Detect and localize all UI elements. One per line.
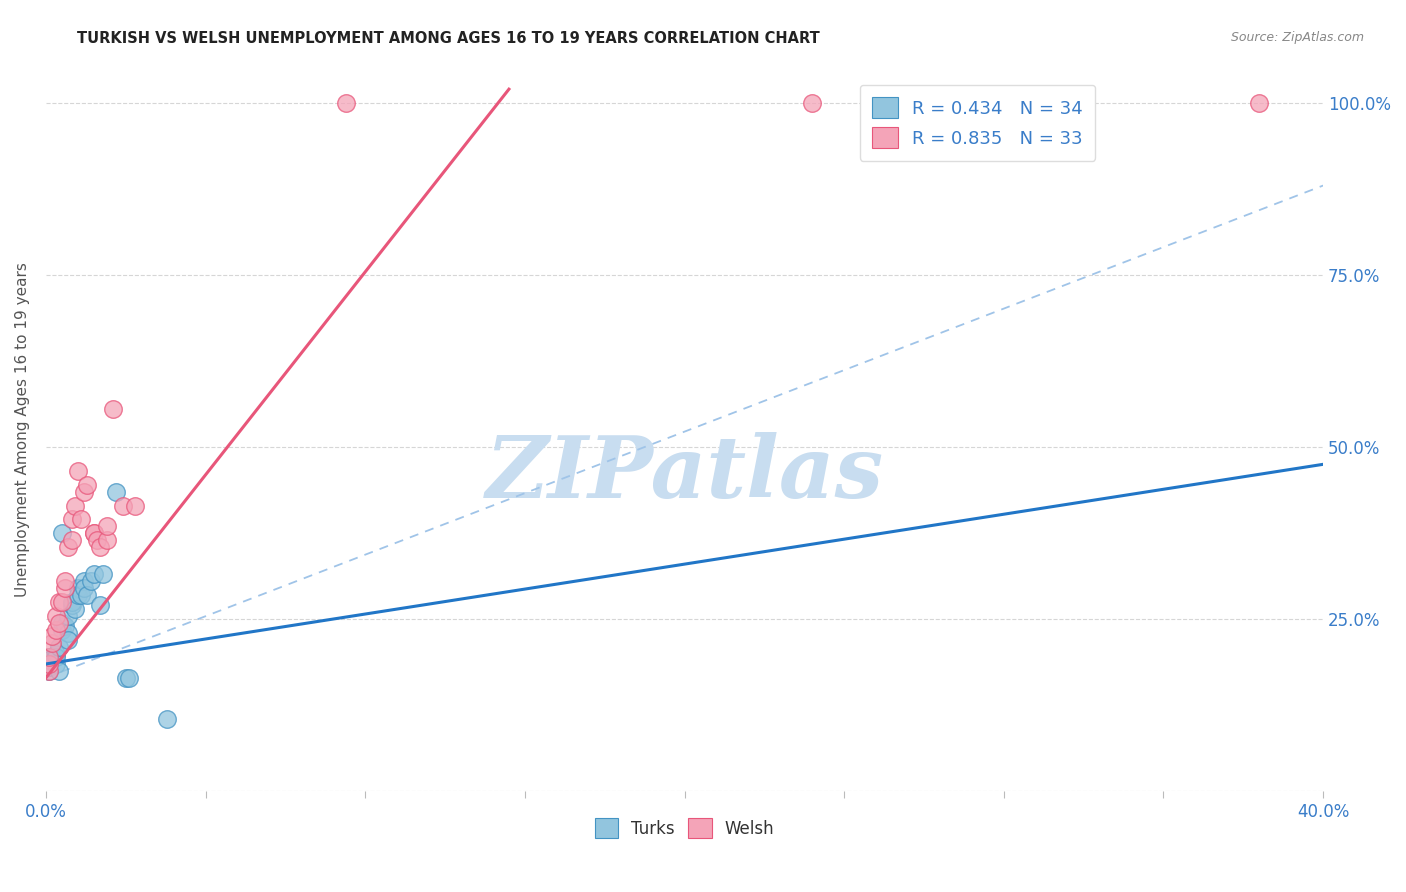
Point — [60, 595, 83, 609]
Point — [38, 660, 60, 674]
Point — [114, 671, 136, 685]
Text: Source: ZipAtlas.com: Source: ZipAtlas.com — [1230, 31, 1364, 45]
Point — [79, 574, 101, 589]
Point — [89, 540, 111, 554]
Legend: Turks, Welsh: Turks, Welsh — [588, 812, 782, 845]
Text: ZIPatlas: ZIPatlas — [485, 432, 883, 515]
Point — [41, 636, 63, 650]
Point — [76, 588, 98, 602]
Point — [105, 484, 128, 499]
Point — [111, 499, 134, 513]
Point — [38, 657, 60, 671]
Point — [58, 626, 80, 640]
Point — [53, 574, 76, 589]
Point — [93, 567, 115, 582]
Point — [156, 712, 179, 726]
Point — [48, 664, 70, 678]
Point — [53, 619, 76, 633]
Point — [83, 567, 105, 582]
Point — [66, 464, 89, 478]
Point — [101, 402, 124, 417]
Point — [38, 664, 60, 678]
Point — [45, 623, 67, 637]
Point — [51, 623, 73, 637]
Point — [66, 581, 89, 595]
Point — [124, 499, 146, 513]
Point — [63, 602, 86, 616]
Point — [89, 599, 111, 613]
Text: TURKISH VS WELSH UNEMPLOYMENT AMONG AGES 16 TO 19 YEARS CORRELATION CHART: TURKISH VS WELSH UNEMPLOYMENT AMONG AGES… — [77, 31, 820, 46]
Point — [51, 615, 73, 630]
Point — [70, 512, 93, 526]
Point — [60, 599, 83, 613]
Point — [51, 526, 73, 541]
Point — [38, 653, 60, 667]
Point — [41, 629, 63, 643]
Point — [48, 595, 70, 609]
Point — [38, 650, 60, 665]
Point — [38, 657, 60, 671]
Point — [45, 650, 67, 665]
Point — [58, 632, 80, 647]
Point — [45, 657, 67, 671]
Point — [45, 608, 67, 623]
Point — [86, 533, 108, 547]
Point — [51, 595, 73, 609]
Point — [76, 478, 98, 492]
Point — [38, 650, 60, 665]
Point — [118, 671, 141, 685]
Point — [73, 574, 96, 589]
Point — [60, 512, 83, 526]
Point — [83, 526, 105, 541]
Point — [96, 519, 118, 533]
Point — [58, 540, 80, 554]
Point — [53, 581, 76, 595]
Point — [60, 533, 83, 547]
Point — [45, 647, 67, 661]
Point — [70, 588, 93, 602]
Point — [73, 581, 96, 595]
Point — [801, 95, 824, 110]
Point — [48, 615, 70, 630]
Y-axis label: Unemployment Among Ages 16 to 19 years: Unemployment Among Ages 16 to 19 years — [15, 262, 30, 598]
Point — [48, 640, 70, 654]
Point — [66, 588, 89, 602]
Point — [58, 608, 80, 623]
Point — [1249, 95, 1271, 110]
Point — [96, 533, 118, 547]
Point — [335, 95, 357, 110]
Point — [929, 95, 952, 110]
Point — [73, 484, 96, 499]
Point — [63, 499, 86, 513]
Point — [83, 526, 105, 541]
Point — [38, 664, 60, 678]
